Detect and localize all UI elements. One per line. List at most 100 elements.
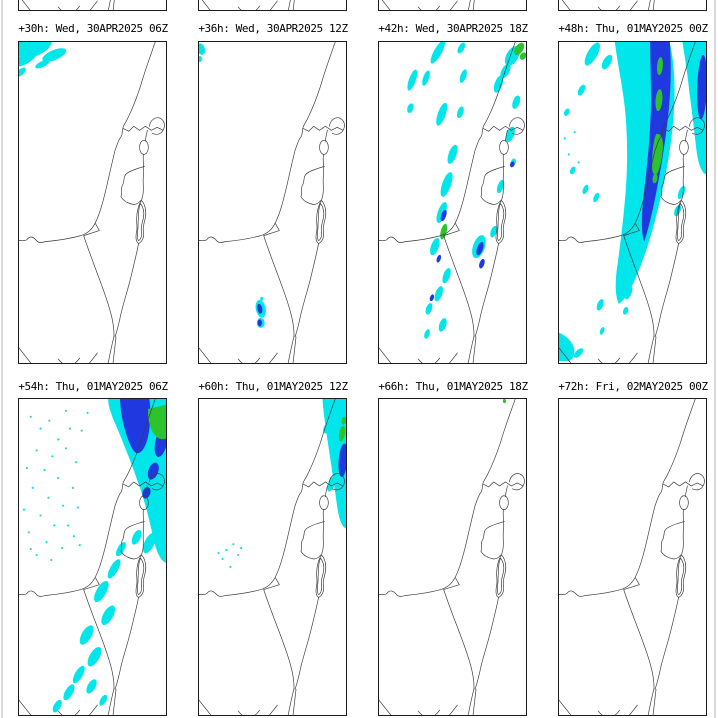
coastline-border-line xyxy=(647,687,655,715)
map-title-54h: +54h: Thu, 01MAY2025 06Z xyxy=(18,380,168,393)
coastline-border-line xyxy=(629,0,638,10)
precip-cyan-shade xyxy=(422,70,430,86)
coastline-border-line xyxy=(237,5,261,10)
precip-cyan-shade xyxy=(53,524,56,527)
precip-cyan-shade xyxy=(76,506,79,509)
coastline-border-line xyxy=(141,153,145,201)
precip-cyan-shade xyxy=(131,529,142,545)
coastline-border-line xyxy=(501,509,505,556)
map-panel-54h xyxy=(18,398,167,716)
coastline-border-line xyxy=(472,336,477,363)
coastline-border-line xyxy=(139,139,149,155)
israel-map-svg xyxy=(561,0,655,10)
precip-teal-shade xyxy=(35,449,38,452)
precip-cyan-shade xyxy=(94,581,109,603)
precip-blue-shade xyxy=(257,319,262,327)
israel-map-svg xyxy=(559,42,706,363)
coastline-border-line xyxy=(287,335,295,363)
precip-teal-shade xyxy=(80,429,83,432)
precip-cyan-shade xyxy=(78,544,81,547)
precip-cyan-shade xyxy=(442,268,451,284)
coastline-border-line xyxy=(83,235,115,337)
coastline-border-line xyxy=(316,203,325,241)
israel-map-svg xyxy=(379,399,525,715)
precip-cyan-shade xyxy=(599,327,605,335)
precip-teal-shade xyxy=(50,558,53,562)
precip-cyan-shade xyxy=(19,67,26,77)
coastline-border-line xyxy=(505,485,508,498)
precip-cyan-shade xyxy=(108,399,166,563)
coastline-border-line xyxy=(294,243,319,338)
precip-cyan-shade xyxy=(457,42,466,54)
precip-cyan-shade xyxy=(63,684,75,701)
coastline-border-line xyxy=(443,577,460,590)
coastline-border-line xyxy=(443,235,475,337)
precip-cyan-shade xyxy=(459,69,467,83)
precip-cyan-shade xyxy=(593,192,600,203)
coastline-border-line xyxy=(122,481,164,488)
coastline-border-line xyxy=(300,521,325,560)
coastline-border-line xyxy=(294,597,319,690)
coastline-border-line xyxy=(19,42,156,243)
precip-cyan-shade xyxy=(601,54,613,70)
precip-teal-shade xyxy=(29,548,32,551)
precip-cyan-shade xyxy=(563,137,566,140)
coastline-border-line xyxy=(660,521,685,560)
precip-green-shade xyxy=(440,223,448,240)
map-title-42h: +42h: Wed, 30APR2025 18Z xyxy=(378,22,528,35)
coastline-border-line xyxy=(237,709,261,715)
coastline-border-line xyxy=(623,235,655,337)
coastline-border-line xyxy=(325,485,328,498)
precip-cyan-shade xyxy=(447,144,458,164)
precip-teal-shade xyxy=(25,467,28,470)
coastline-border-line xyxy=(19,347,32,363)
precip-teal-shade xyxy=(71,486,74,489)
coastline-border-line xyxy=(19,399,156,597)
precip-blue-shade xyxy=(338,443,346,477)
precip-cyan-shade xyxy=(425,303,433,315)
precip-cyan-shade xyxy=(57,438,60,441)
precip-cyan-shade xyxy=(624,286,633,300)
coastline-border-line xyxy=(141,509,145,556)
coastline-border-line xyxy=(19,699,32,715)
coastline-border-line xyxy=(629,704,638,715)
precip-cyan-shade xyxy=(260,296,264,301)
coastline-border-line xyxy=(688,473,705,491)
coastline-border-line xyxy=(292,0,295,10)
coastline-border-line xyxy=(623,577,640,590)
coastline-border-line xyxy=(679,139,689,155)
israel-map-svg xyxy=(559,399,705,715)
coastline-border-line xyxy=(482,125,524,132)
precip-teal-shade xyxy=(68,427,72,430)
coastline-border-line xyxy=(263,589,295,689)
coastline-border-line xyxy=(120,166,145,205)
precip-cyan-shade xyxy=(584,42,600,66)
precip-cyan-shade xyxy=(62,504,65,507)
israel-map-svg xyxy=(199,399,346,715)
coastline-border-line xyxy=(508,117,525,135)
precip-cyan-shade xyxy=(99,694,108,706)
coastline-border-line xyxy=(467,687,475,715)
precip-cyan-shade xyxy=(456,106,464,118)
precip-green-shade xyxy=(655,89,663,112)
precip-teal-shade xyxy=(217,551,220,555)
precip-blue-shade xyxy=(257,303,263,314)
coastline-border-line xyxy=(21,0,31,10)
precip-blue-shade xyxy=(476,241,484,256)
coastline-border-line xyxy=(681,509,685,556)
map-panel-partial-1 xyxy=(18,0,167,11)
map-title-48h: +48h: Thu, 01MAY2025 00Z xyxy=(558,22,708,35)
coastline-border-line xyxy=(676,203,685,241)
coastline-border-line xyxy=(114,597,139,690)
precip-cyan-shade xyxy=(45,541,48,544)
coastline-border-line xyxy=(114,243,139,338)
coastline-border-line xyxy=(300,166,325,205)
precip-cyan-shade xyxy=(434,286,443,302)
coastline-border-line xyxy=(654,243,679,338)
precip-cyan-shade xyxy=(596,299,604,311)
coastline-border-line xyxy=(321,153,325,201)
coastline-border-line xyxy=(237,357,261,363)
precip-cyan-shade xyxy=(577,161,580,164)
precip-blue-shade xyxy=(119,399,151,454)
precip-teal-shade xyxy=(27,531,30,534)
